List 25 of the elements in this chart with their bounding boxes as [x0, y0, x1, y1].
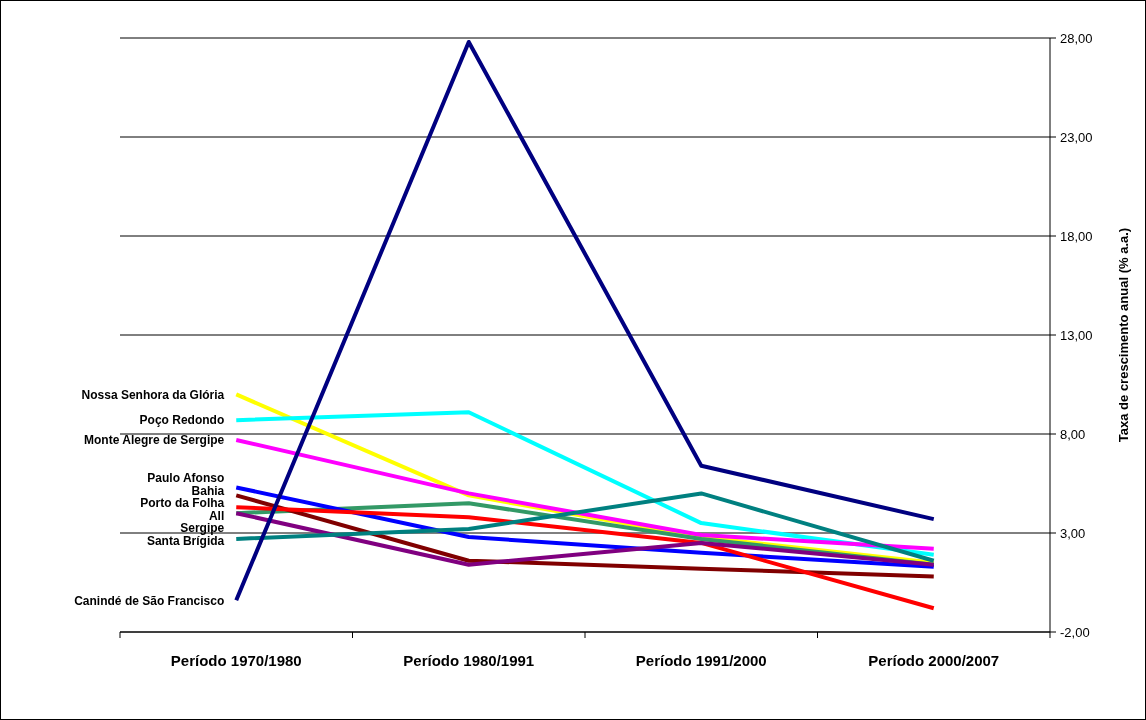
line-series — [234, 505, 936, 611]
series-label: Sergipe — [180, 521, 225, 536]
x-tick-label: Período 2000/2007 — [868, 652, 1000, 669]
series-label: Bahia — [191, 483, 225, 498]
line-series — [234, 437, 936, 551]
y-tick-label: 3,00 — [1060, 525, 1086, 541]
series-label: Porto da Folha — [140, 496, 225, 511]
y-tick-label: -2,00 — [1060, 624, 1090, 640]
series-label: Canindé de São Francisco — [74, 593, 225, 608]
series-label: Poço Redondo — [139, 413, 225, 428]
y-tick-label: 13,00 — [1060, 327, 1093, 343]
series-label: Paulo Afonso — [147, 471, 225, 486]
y-axis-title: Taxa de crescimento anual (% a.a.) — [1116, 227, 1131, 443]
y-tick-label: 8,00 — [1060, 426, 1086, 442]
y-tick-label: 18,00 — [1060, 228, 1093, 244]
series-label: Nossa Senhora da Glória — [81, 387, 225, 402]
x-tick-label: Período 1991/2000 — [635, 652, 767, 669]
series-label: Monte Alegre de Sergipe — [84, 433, 225, 448]
line-series — [234, 39, 936, 603]
series-label: All — [208, 508, 225, 523]
y-tick-label: 28,00 — [1060, 30, 1093, 46]
x-tick-label: Período 1970/1980 — [170, 652, 302, 669]
y-tick-label: 23,00 — [1060, 129, 1093, 145]
series-label: Santa Brígida — [146, 533, 225, 548]
x-tick-label: Período 1980/1991 — [403, 652, 535, 669]
